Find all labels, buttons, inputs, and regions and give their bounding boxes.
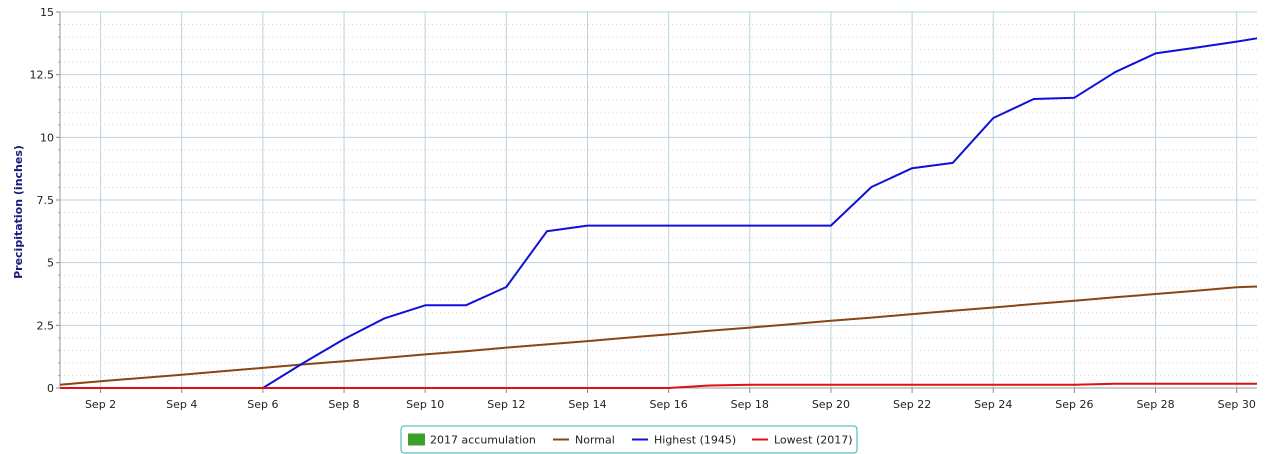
- series-line-3: [60, 382, 1257, 389]
- legend-box: [400, 425, 858, 454]
- x-tick-label: Sep 10: [406, 398, 444, 411]
- x-tick-label: Sep 16: [650, 398, 688, 411]
- x-tick-label: Sep 14: [568, 398, 606, 411]
- x-tick-label: Sep 26: [1055, 398, 1093, 411]
- x-tick-label: Sep 20: [812, 398, 850, 411]
- y-tick-label: 0: [47, 382, 54, 395]
- legend-item-0[interactable]: 2017 accumulation: [408, 433, 536, 447]
- legend-label: Lowest (2017): [774, 434, 853, 447]
- y-tick-label: 10: [40, 131, 54, 144]
- x-tick-label: Sep 8: [328, 398, 359, 411]
- y-tick-label: 2.5: [37, 319, 55, 332]
- x-tick-label: Sep 28: [1136, 398, 1174, 411]
- series-line-1: [59, 285, 1258, 386]
- x-axis: Sep 2 Sep 4 Sep 6 Sep 8 Sep 10 Sep 12 Sep 14 Se…: [60, 387, 1257, 411]
- x-tick-label: Sep 24: [974, 398, 1012, 411]
- y-axis: 0 2.5 5 7.5 10 12.5 15: [30, 6, 61, 395]
- y-tick-label: 15: [40, 6, 54, 19]
- x-tick-label: Sep 22: [893, 398, 931, 411]
- legend-swatch: [408, 433, 425, 446]
- legend-label: Highest (1945): [654, 434, 736, 447]
- legend-item-2[interactable]: Highest (1945): [632, 434, 736, 447]
- chart-grid: [60, 11, 1257, 389]
- x-tick-label: Sep 4: [166, 398, 197, 411]
- legend-label: 2017 accumulation: [430, 434, 536, 447]
- y-tick-label: 5: [47, 257, 54, 270]
- legend-item-3[interactable]: Lowest (2017): [752, 434, 853, 447]
- y-tick-label: 12.5: [30, 69, 55, 82]
- series-lines: [59, 37, 1258, 389]
- y-tick-label: 7.5: [37, 194, 55, 207]
- x-tick-label: Sep 2: [85, 398, 116, 411]
- x-tick-label: Sep 30: [1218, 398, 1256, 411]
- x-tick-label: Sep 18: [731, 398, 769, 411]
- legend-item-1[interactable]: Normal: [553, 434, 615, 447]
- y-axis-label: Precipitation (inches): [12, 145, 25, 279]
- legend-label: Normal: [575, 434, 615, 447]
- x-tick-label: Sep 12: [487, 398, 525, 411]
- x-tick-label: Sep 6: [247, 398, 278, 411]
- legend[interactable]: 2017 accumulation Normal Highest (1945) Low…: [400, 425, 858, 454]
